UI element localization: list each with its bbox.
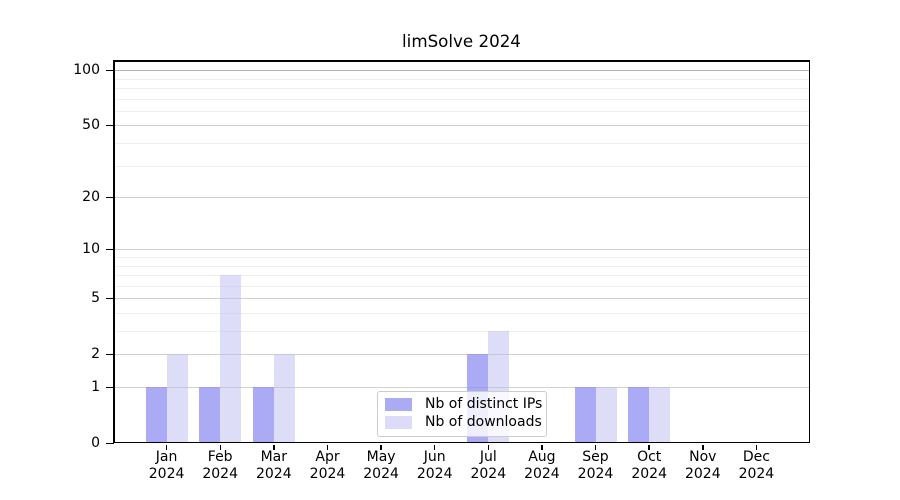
x-tick-label-oct: Oct 2024 bbox=[631, 449, 667, 482]
bar-ips-mar bbox=[252, 387, 274, 443]
gridline-y-30 bbox=[113, 165, 810, 167]
y-tick-label-2: 2 bbox=[91, 346, 100, 363]
gridline-y-100 bbox=[113, 70, 810, 72]
gridline-y-90 bbox=[113, 78, 810, 80]
gridline-y-9 bbox=[113, 257, 810, 258]
plot-border-right bbox=[808, 60, 810, 443]
legend-entry-ips: Nb of distinct IPs bbox=[385, 396, 543, 414]
gridline-y-8 bbox=[113, 265, 810, 267]
y-tick-label-0: 0 bbox=[91, 435, 100, 451]
bar-ips-feb bbox=[199, 387, 221, 443]
gridline-y-2 bbox=[113, 354, 810, 356]
gridline-y-5 bbox=[113, 298, 810, 300]
x-tick-mark-oct bbox=[648, 444, 650, 450]
bar-downloads-mar bbox=[273, 354, 295, 443]
x-tick-mark-sep bbox=[594, 444, 597, 450]
legend-label: Nb of distinct IPs bbox=[425, 396, 543, 413]
y-tick-mark-0 bbox=[106, 442, 114, 444]
bar-ips-sep bbox=[574, 387, 596, 443]
y-tick-mark-1 bbox=[106, 386, 114, 388]
y-tick-label-5: 5 bbox=[91, 290, 100, 307]
x-tick-label-apr: Apr 2024 bbox=[309, 449, 346, 482]
y-tick-mark-5 bbox=[106, 297, 114, 300]
gridline-y-60 bbox=[113, 110, 810, 112]
gridline-y-4 bbox=[113, 313, 810, 314]
gridline-y-50 bbox=[113, 125, 810, 127]
x-tick-mark-apr bbox=[326, 444, 329, 450]
plot-border-top bbox=[113, 60, 810, 62]
x-tick-label-sep: Sep 2024 bbox=[577, 449, 614, 482]
gridline-y-3 bbox=[113, 331, 810, 332]
legend-entry-downloads: Nb of downloads bbox=[385, 413, 542, 432]
x-tick-label-dec: Dec 2024 bbox=[738, 449, 775, 482]
x-tick-mark-dec bbox=[755, 444, 758, 450]
x-tick-mark-nov bbox=[702, 444, 704, 450]
gridline-y-1 bbox=[113, 387, 810, 388]
gridline-y-20 bbox=[113, 197, 810, 199]
plot-area: Nb of distinct IPs Nb of downloads bbox=[113, 60, 810, 443]
chart-title: limSolve 2024 bbox=[402, 31, 521, 51]
bar-downloads-jan bbox=[166, 354, 188, 443]
x-tick-mark-may bbox=[380, 444, 382, 450]
x-tick-mark-feb bbox=[219, 444, 221, 450]
legend-swatch-icon bbox=[385, 415, 412, 429]
x-tick-mark-mar bbox=[273, 444, 275, 450]
gridline-y-40 bbox=[113, 143, 810, 144]
x-axis-line bbox=[113, 441, 810, 443]
gridline-y-80 bbox=[113, 88, 810, 89]
legend-label: Nb of downloads bbox=[425, 413, 542, 430]
gridline-y-70 bbox=[113, 98, 810, 100]
x-tick-mark-jul bbox=[487, 444, 490, 450]
bar-downloads-sep bbox=[595, 387, 617, 443]
y-tick-mark-10 bbox=[106, 248, 114, 251]
y-axis-line bbox=[113, 60, 115, 443]
y-tick-mark-100 bbox=[106, 69, 114, 72]
bar-ips-jan bbox=[145, 387, 167, 443]
y-tick-label-1: 1 bbox=[91, 379, 100, 395]
x-tick-mark-aug bbox=[541, 444, 543, 450]
x-tick-label-jul: Jul 2024 bbox=[470, 449, 507, 482]
y-tick-mark-50 bbox=[106, 124, 114, 127]
x-tick-label-may: May 2024 bbox=[363, 449, 399, 482]
gridline-y-6 bbox=[113, 285, 810, 287]
legend-swatch-icon bbox=[385, 398, 412, 412]
y-tick-label-50: 50 bbox=[82, 117, 100, 134]
x-tick-mark-jun bbox=[433, 444, 436, 450]
y-tick-label-100: 100 bbox=[73, 62, 100, 79]
x-tick-mark-jan bbox=[165, 444, 168, 450]
gridline-y-10 bbox=[113, 249, 810, 251]
x-tick-label-jan: Jan 2024 bbox=[148, 449, 185, 482]
y-tick-mark-2 bbox=[106, 353, 114, 356]
x-tick-label-nov: Nov 2024 bbox=[684, 449, 721, 482]
x-tick-label-aug: Aug 2024 bbox=[524, 449, 560, 482]
bar-ips-oct bbox=[628, 387, 650, 443]
x-tick-label-feb: Feb 2024 bbox=[202, 449, 238, 482]
bar-downloads-oct bbox=[649, 387, 671, 443]
y-tick-label-10: 10 bbox=[82, 241, 100, 258]
x-tick-label-mar: Mar 2024 bbox=[255, 449, 292, 482]
gridline-y-7 bbox=[113, 275, 810, 276]
bar-downloads-feb bbox=[220, 275, 242, 443]
y-tick-label-20: 20 bbox=[82, 189, 100, 206]
legend: Nb of distinct IPs Nb of downloads bbox=[377, 391, 547, 437]
x-tick-label-jun: Jun 2024 bbox=[416, 449, 453, 482]
y-tick-mark-20 bbox=[106, 196, 114, 199]
